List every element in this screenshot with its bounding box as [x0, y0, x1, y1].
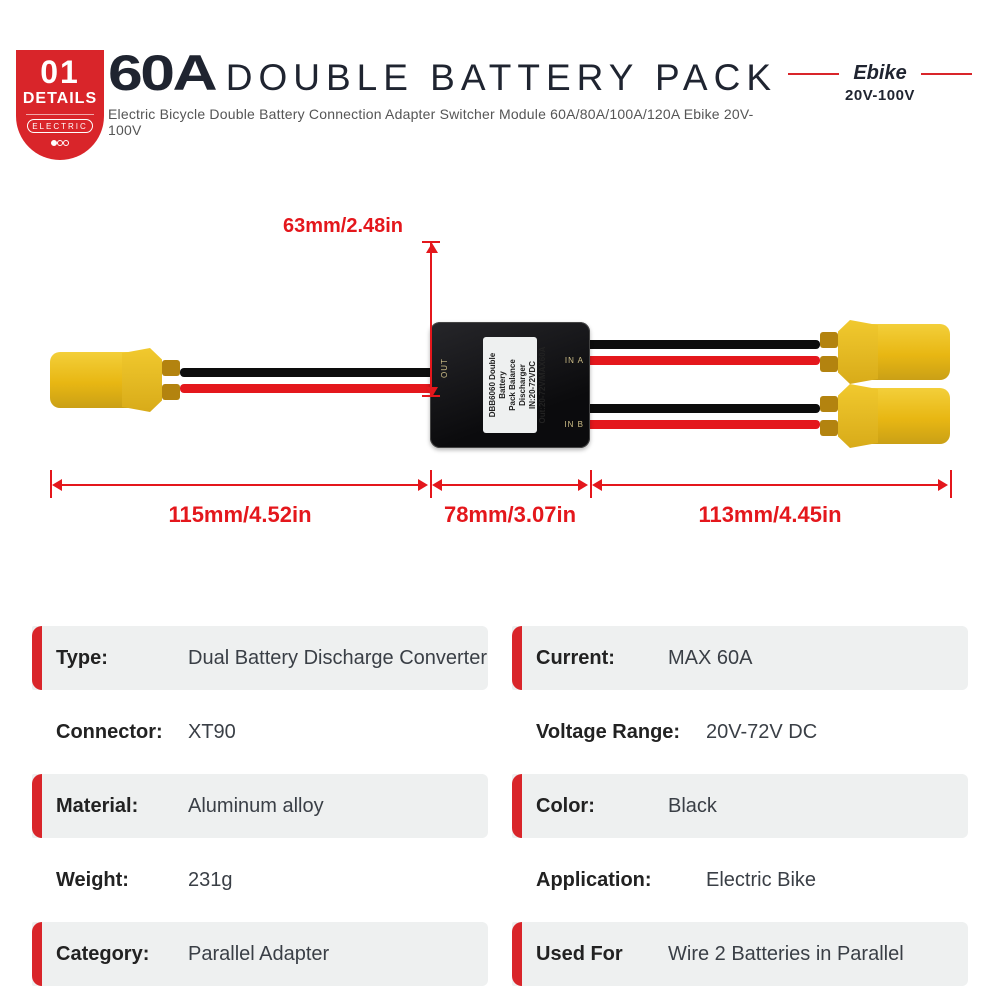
dimension-right-label: 113mm/4.45in: [670, 502, 870, 528]
port-in-a-label: IN A: [565, 356, 584, 365]
spec-row: Weight:231g: [32, 848, 488, 912]
badge-pill: ELECTRIC: [27, 119, 93, 133]
module-label-l4: Out:20-72V/MAX60A: [538, 339, 548, 431]
dimension-left-label: 115mm/4.52in: [140, 502, 340, 528]
port-out-label: OUT: [440, 358, 449, 378]
module-label: DBB6060 Double Battery Pack Balance Disc…: [483, 337, 537, 433]
spec-row: Color:Black: [512, 774, 968, 838]
port-in-b-label: IN B: [564, 420, 584, 429]
title-block: 60A DOUBLE BATTERY PACK Electric Bicycle…: [108, 44, 780, 138]
spec-key: Type:: [56, 647, 188, 670]
brand-line-left: [788, 73, 839, 75]
spec-row: Connector:XT90: [32, 700, 488, 764]
badge-separator: [26, 114, 94, 115]
module-label-l1: DBB6060 Double Battery: [488, 339, 508, 431]
subtitle: Electric Bicycle Double Battery Connecti…: [108, 106, 780, 138]
spec-tab: [32, 626, 42, 690]
brand-line-right: [921, 73, 972, 75]
spec-value: XT90: [188, 721, 236, 744]
spec-tab: [512, 774, 522, 838]
brand-voltage: 20V-100V: [788, 87, 972, 104]
header: 01 DETAILS ELECTRIC 60A DOUBLE BATTERY P…: [0, 0, 1000, 130]
spec-row: Material:Aluminum alloy: [32, 774, 488, 838]
module-box: OUT IN A IN B DBB6060 Double Battery Pac…: [430, 322, 590, 448]
spec-row: Voltage Range:20V-72V DC: [512, 700, 968, 764]
module-label-l2: Pack Balance Discharger: [508, 339, 528, 431]
brand-box: Ebike 20V-100V: [788, 62, 972, 104]
wire-in-a-black: [580, 340, 820, 349]
wire-in-b-red: [580, 420, 820, 429]
wire-out-black: [180, 368, 440, 377]
product-diagram: OUT IN A IN B DBB6060 Double Battery Pac…: [50, 240, 950, 580]
badge-label: DETAILS: [16, 90, 104, 108]
dimension-height-label: 63mm/2.48in: [258, 215, 428, 238]
spec-value: Electric Bike: [706, 869, 816, 892]
spec-key: Application:: [536, 869, 706, 892]
spec-value: MAX 60A: [668, 647, 752, 670]
spec-tab: [32, 774, 42, 838]
spec-key: Connector:: [56, 721, 188, 744]
spec-value: Aluminum alloy: [188, 795, 324, 818]
brand-name: Ebike: [849, 62, 910, 85]
spec-value: Wire 2 Batteries in Parallel: [668, 943, 904, 966]
spec-key: Weight:: [56, 869, 188, 892]
spec-value: Parallel Adapter: [188, 943, 329, 966]
spec-key: Voltage Range:: [536, 721, 706, 744]
module-label-l3: IN:20-72VDC: [528, 339, 538, 431]
details-badge: 01 DETAILS ELECTRIC: [16, 50, 104, 160]
spec-row: Category:Parallel Adapter: [32, 922, 488, 986]
spec-tab: [512, 922, 522, 986]
spec-row: Used ForWire 2 Batteries in Parallel: [512, 922, 968, 986]
connector-in-a: [820, 320, 950, 384]
spec-row: Current:MAX 60A: [512, 626, 968, 690]
spec-key: Current:: [536, 647, 668, 670]
connector-in-b: [820, 384, 950, 448]
spec-value: 20V-72V DC: [706, 721, 817, 744]
wire-in-b-black: [580, 404, 820, 413]
spec-key: Material:: [56, 795, 188, 818]
dimensions-bottom: 115mm/4.52in 78mm/3.07in 113mm/4.45in: [50, 472, 950, 542]
spec-row: Application:Electric Bike: [512, 848, 968, 912]
dimension-mid-label: 78mm/3.07in: [410, 502, 610, 528]
badge-dots: [16, 139, 104, 148]
badge-number: 01: [16, 56, 104, 88]
spec-tab: [32, 922, 42, 986]
product: OUT IN A IN B DBB6060 Double Battery Pac…: [50, 300, 950, 470]
spec-row: Type:Dual Battery Discharge Converter: [32, 626, 488, 690]
spec-table: Type:Dual Battery Discharge Converter Cur…: [32, 626, 968, 986]
spec-key: Color:: [536, 795, 668, 818]
connector-out: [50, 348, 180, 412]
title-amperage: 60A: [108, 44, 215, 102]
spec-value: Dual Battery Discharge Converter: [188, 647, 487, 670]
title-main: DOUBLE BATTERY PACK: [226, 57, 777, 99]
spec-key: Category:: [56, 943, 188, 966]
spec-value: Black: [668, 795, 717, 818]
wire-out-red: [180, 384, 440, 393]
spec-tab: [512, 626, 522, 690]
wire-in-a-red: [580, 356, 820, 365]
spec-key: Used For: [536, 943, 668, 966]
spec-value: 231g: [188, 869, 233, 892]
